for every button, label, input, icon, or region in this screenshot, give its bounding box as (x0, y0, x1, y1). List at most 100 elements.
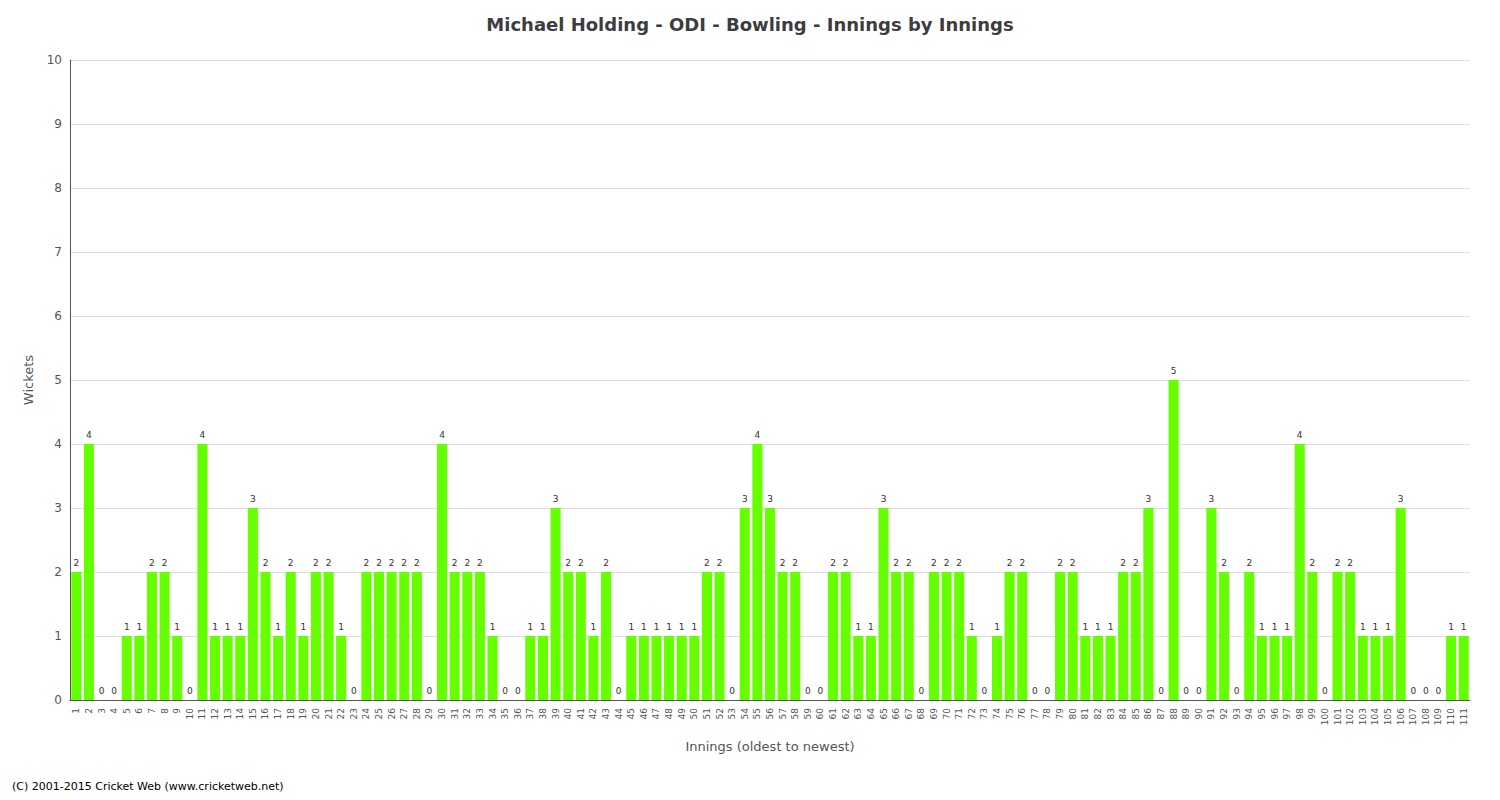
svg-text:4: 4 (86, 430, 92, 440)
svg-text:67: 67 (904, 708, 914, 719)
svg-text:50: 50 (689, 708, 699, 720)
svg-text:64: 64 (866, 708, 876, 720)
svg-text:3: 3 (1398, 494, 1404, 504)
svg-text:2: 2 (1309, 558, 1315, 568)
svg-text:2: 2 (1221, 558, 1227, 568)
svg-text:43: 43 (601, 708, 611, 719)
svg-text:2: 2 (288, 558, 294, 568)
svg-text:1: 1 (540, 622, 546, 632)
svg-text:3: 3 (742, 494, 748, 504)
svg-text:2: 2 (464, 558, 470, 568)
svg-text:100: 100 (1320, 708, 1330, 725)
svg-text:53: 53 (727, 708, 737, 719)
svg-text:39: 39 (551, 708, 561, 720)
svg-text:2: 2 (906, 558, 912, 568)
svg-text:2: 2 (780, 558, 786, 568)
svg-text:2: 2 (1007, 558, 1013, 568)
svg-text:85: 85 (1131, 708, 1141, 719)
svg-text:49: 49 (677, 708, 687, 720)
svg-text:65: 65 (879, 708, 889, 719)
svg-text:1: 1 (628, 622, 634, 632)
svg-text:0: 0 (187, 686, 193, 696)
svg-text:2: 2 (1019, 558, 1025, 568)
svg-text:1: 1 (1272, 622, 1278, 632)
svg-text:8: 8 (160, 708, 170, 714)
svg-text:1: 1 (855, 622, 861, 632)
svg-text:1: 1 (868, 622, 874, 632)
svg-text:0: 0 (1410, 686, 1416, 696)
svg-text:6: 6 (134, 708, 144, 714)
svg-text:1: 1 (225, 622, 231, 632)
svg-text:35: 35 (500, 708, 510, 719)
svg-text:1: 1 (54, 629, 62, 643)
svg-text:2: 2 (477, 558, 483, 568)
svg-text:0: 0 (1032, 686, 1038, 696)
svg-text:86: 86 (1143, 708, 1153, 720)
svg-text:17: 17 (273, 708, 283, 719)
svg-text:0: 0 (515, 686, 521, 696)
svg-text:2: 2 (704, 558, 710, 568)
svg-text:62: 62 (841, 708, 851, 719)
svg-text:73: 73 (979, 708, 989, 719)
svg-text:31: 31 (450, 708, 460, 719)
svg-text:23: 23 (349, 708, 359, 719)
svg-text:25: 25 (374, 708, 384, 719)
svg-text:1: 1 (666, 622, 672, 632)
svg-text:11: 11 (197, 708, 207, 719)
svg-text:1: 1 (591, 622, 597, 632)
svg-text:2: 2 (326, 558, 332, 568)
svg-text:0: 0 (1322, 686, 1328, 696)
svg-text:0: 0 (1045, 686, 1051, 696)
svg-text:2: 2 (1133, 558, 1139, 568)
svg-text:1: 1 (679, 622, 685, 632)
svg-text:59: 59 (803, 708, 813, 720)
svg-text:2: 2 (843, 558, 849, 568)
svg-text:41: 41 (576, 708, 586, 719)
svg-text:1: 1 (137, 622, 143, 632)
svg-text:51: 51 (702, 708, 712, 719)
svg-text:96: 96 (1270, 708, 1280, 720)
svg-text:7: 7 (147, 708, 157, 714)
svg-text:78: 78 (1042, 708, 1052, 720)
svg-text:94: 94 (1244, 708, 1254, 720)
svg-text:1: 1 (1373, 622, 1379, 632)
svg-text:3: 3 (1146, 494, 1152, 504)
svg-text:2: 2 (565, 558, 571, 568)
svg-text:69: 69 (929, 708, 939, 720)
svg-text:3: 3 (767, 494, 773, 504)
svg-text:45: 45 (626, 708, 636, 719)
svg-text:3: 3 (881, 494, 887, 504)
svg-text:0: 0 (54, 693, 62, 707)
svg-text:1: 1 (1108, 622, 1114, 632)
svg-text:68: 68 (916, 708, 926, 720)
svg-text:16: 16 (260, 708, 270, 720)
svg-text:1: 1 (71, 708, 81, 714)
svg-text:4: 4 (439, 430, 445, 440)
svg-text:9: 9 (172, 708, 182, 714)
svg-text:2: 2 (717, 558, 723, 568)
svg-text:1: 1 (1360, 622, 1366, 632)
svg-text:27: 27 (399, 708, 409, 719)
svg-text:13: 13 (223, 708, 233, 719)
svg-text:2: 2 (1335, 558, 1341, 568)
svg-text:110: 110 (1446, 708, 1456, 725)
svg-text:0: 0 (502, 686, 508, 696)
svg-text:81: 81 (1080, 708, 1090, 719)
svg-text:56: 56 (765, 708, 775, 720)
svg-text:1: 1 (1082, 622, 1088, 632)
svg-text:101: 101 (1333, 708, 1343, 725)
svg-text:1: 1 (1259, 622, 1265, 632)
svg-text:4: 4 (755, 430, 761, 440)
svg-text:105: 105 (1383, 708, 1393, 725)
svg-text:38: 38 (538, 708, 548, 720)
svg-text:52: 52 (715, 708, 725, 719)
svg-text:0: 0 (427, 686, 433, 696)
svg-text:2: 2 (931, 558, 937, 568)
svg-text:54: 54 (740, 708, 750, 720)
svg-text:0: 0 (111, 686, 117, 696)
svg-text:2: 2 (452, 558, 458, 568)
svg-text:Wickets: Wickets (21, 355, 36, 405)
svg-text:(C) 2001-2015 Cricket Web (www: (C) 2001-2015 Cricket Web (www.cricketwe… (12, 780, 284, 793)
svg-text:1: 1 (212, 622, 218, 632)
svg-text:2: 2 (830, 558, 836, 568)
